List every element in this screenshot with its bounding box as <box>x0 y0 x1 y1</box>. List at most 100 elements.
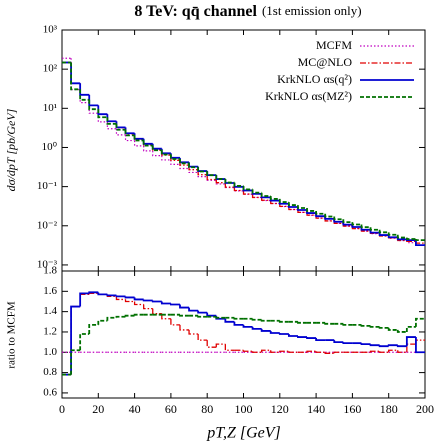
histogram-step <box>170 154 180 160</box>
histogram-step <box>133 301 144 306</box>
histogram-step <box>152 308 162 315</box>
histogram-step <box>151 145 162 152</box>
histogram-step <box>333 351 344 354</box>
histogram-step <box>215 175 226 180</box>
x-tick-label: 20 <box>92 402 104 416</box>
histogram-step <box>224 178 235 184</box>
histogram-step <box>79 89 90 101</box>
histogram-step <box>406 343 416 353</box>
histogram-step <box>405 237 416 240</box>
y-tick-label: 10⁻³ <box>37 258 58 270</box>
histogram-step <box>88 102 99 114</box>
histogram-step <box>206 174 217 181</box>
histogram-step <box>315 338 326 341</box>
histogram-step <box>260 328 271 332</box>
histogram-step <box>70 305 81 375</box>
histogram-step <box>224 318 235 323</box>
histogram-step <box>124 314 135 317</box>
histogram-step <box>97 105 108 115</box>
histogram-step <box>297 336 308 338</box>
histogram-step <box>242 190 253 195</box>
y-tick-label: 1.8 <box>43 265 57 277</box>
histogram-step <box>405 336 416 347</box>
histogram-step <box>315 210 326 215</box>
histogram-step <box>170 153 180 159</box>
histogram-step <box>188 329 199 335</box>
x-tick-label: 180 <box>380 402 398 416</box>
histogram-step <box>278 198 289 203</box>
histogram-step <box>179 324 190 331</box>
x-tick-label: 60 <box>165 402 177 416</box>
histogram-step <box>188 163 199 169</box>
histogram-step <box>378 345 389 348</box>
histogram-step <box>170 303 180 306</box>
y-tick-label: 10⁰ <box>42 141 58 153</box>
histogram-step <box>415 317 425 327</box>
histogram-step <box>124 127 135 135</box>
histogram-step <box>387 232 398 236</box>
x-tick-label: 100 <box>235 402 253 416</box>
histogram-step <box>396 345 407 348</box>
y-tick-label: 10³ <box>43 24 58 36</box>
histogram-step <box>133 313 144 316</box>
histogram-step <box>261 349 271 353</box>
histogram-step <box>151 143 162 150</box>
histogram-step <box>106 114 117 123</box>
histogram-step <box>378 232 389 236</box>
histogram-step <box>251 326 262 330</box>
histogram-step <box>251 318 262 321</box>
histogram-step <box>405 325 416 332</box>
histogram-step <box>70 305 81 375</box>
histogram-step <box>369 227 380 231</box>
y-tick-label: 1.4 <box>43 305 57 317</box>
histogram-step <box>160 150 171 156</box>
histogram-step <box>360 224 371 229</box>
histogram-step <box>88 292 99 295</box>
histogram-step <box>115 121 126 129</box>
histogram-step <box>260 319 271 322</box>
y-tick-label: 10¹ <box>43 102 57 114</box>
histogram-step <box>88 323 99 334</box>
histogram-step <box>142 140 153 147</box>
histogram-step <box>88 99 99 111</box>
histogram-step <box>88 94 99 107</box>
histogram-step <box>188 162 199 168</box>
x-axis-label: pT,Z [GeV] <box>206 425 281 442</box>
x-tick-label: 80 <box>201 402 213 416</box>
histogram-step <box>215 316 226 319</box>
y-tick-label: 1.6 <box>43 285 57 297</box>
y-tick-label: 0.8 <box>43 366 57 378</box>
histogram-step <box>396 329 407 333</box>
histogram-step <box>224 182 235 188</box>
histogram-step <box>115 295 126 298</box>
histogram-step <box>224 344 235 351</box>
histogram-step <box>97 292 108 296</box>
histogram-step <box>378 326 389 329</box>
histogram-step <box>142 299 153 302</box>
histogram-step <box>70 62 81 91</box>
histogram-step <box>70 62 81 84</box>
histogram-step <box>287 333 298 337</box>
histogram-step <box>106 114 117 122</box>
histogram-step <box>369 229 380 234</box>
histogram-step <box>360 343 371 346</box>
y-tick-label: 1.2 <box>43 325 57 337</box>
legend-label: KrkNLO αs(MZ²) <box>265 89 352 103</box>
histogram-step <box>287 202 298 206</box>
histogram-step <box>378 229 389 234</box>
histogram-step <box>151 300 162 303</box>
histogram-step <box>297 321 308 324</box>
plot-frame <box>61 270 426 399</box>
histogram-step <box>278 332 289 335</box>
histogram-step <box>134 140 144 147</box>
histogram-step <box>106 294 117 297</box>
histogram-step <box>333 340 344 344</box>
histogram-step <box>415 337 425 354</box>
histogram-step <box>179 304 190 309</box>
x-tick-label: 200 <box>416 402 434 416</box>
histogram-step <box>88 291 99 294</box>
ratio-axis-label: ratio to MCFM <box>6 301 18 368</box>
histogram-step <box>161 155 171 161</box>
